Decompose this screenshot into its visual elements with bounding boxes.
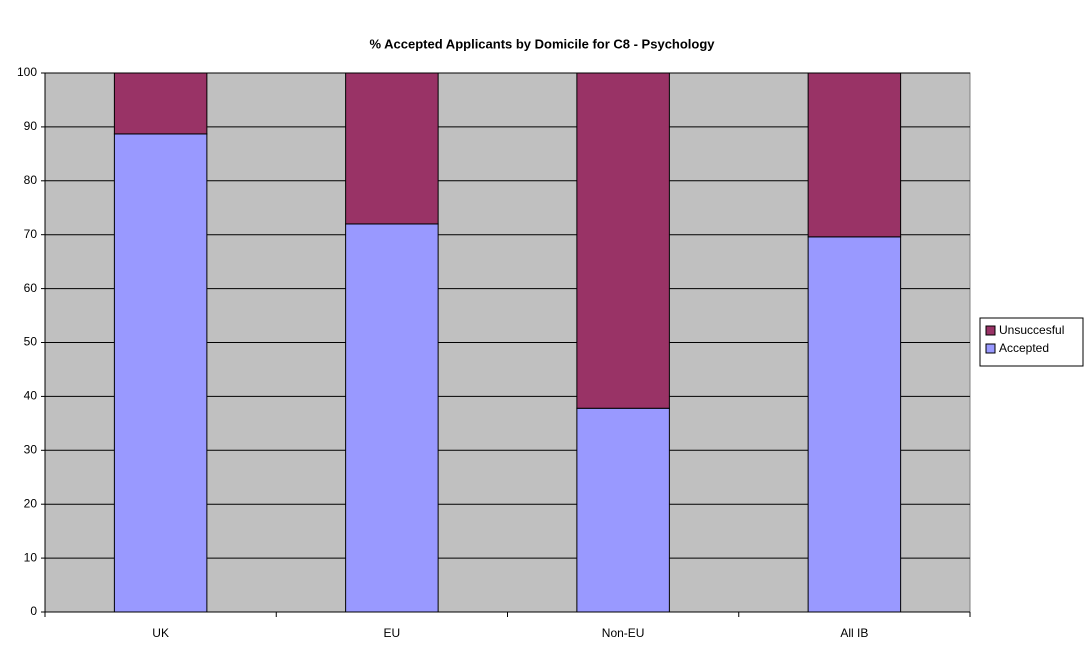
y-tick-label: 40 <box>24 389 38 403</box>
legend-swatch <box>985 325 996 336</box>
x-tick-label: EU <box>384 626 401 640</box>
y-tick-label: 60 <box>24 281 38 295</box>
y-tick-label: 100 <box>17 65 37 79</box>
x-tick-label: All IB <box>840 626 868 640</box>
bar-segment <box>113 72 208 135</box>
bar-segment <box>113 133 208 613</box>
legend-label: Unsuccesful <box>999 323 1064 337</box>
x-tick-label: UK <box>152 626 169 640</box>
x-tick-label: Non-EU <box>602 626 645 640</box>
y-tick-label: 70 <box>24 227 38 241</box>
bar-segment <box>807 72 902 238</box>
legend-swatch <box>985 343 996 354</box>
bar-segment <box>345 223 439 613</box>
legend-label: Accepted <box>999 341 1049 355</box>
y-tick-label: 80 <box>24 173 38 187</box>
bar-segment <box>345 72 439 225</box>
y-tick-label: 0 <box>30 604 37 618</box>
y-tick-label: 10 <box>24 550 38 564</box>
legend-box <box>979 317 1084 367</box>
y-tick-label: 30 <box>24 442 38 456</box>
y-tick-label: 90 <box>24 119 38 133</box>
bar-segment <box>576 407 670 613</box>
chart-title: % Accepted Applicants by Domicile for C8… <box>369 36 715 51</box>
y-tick-label: 50 <box>24 335 38 349</box>
bar-segment <box>807 236 902 613</box>
bar-segment <box>576 72 670 409</box>
y-tick-label: 20 <box>24 496 38 510</box>
